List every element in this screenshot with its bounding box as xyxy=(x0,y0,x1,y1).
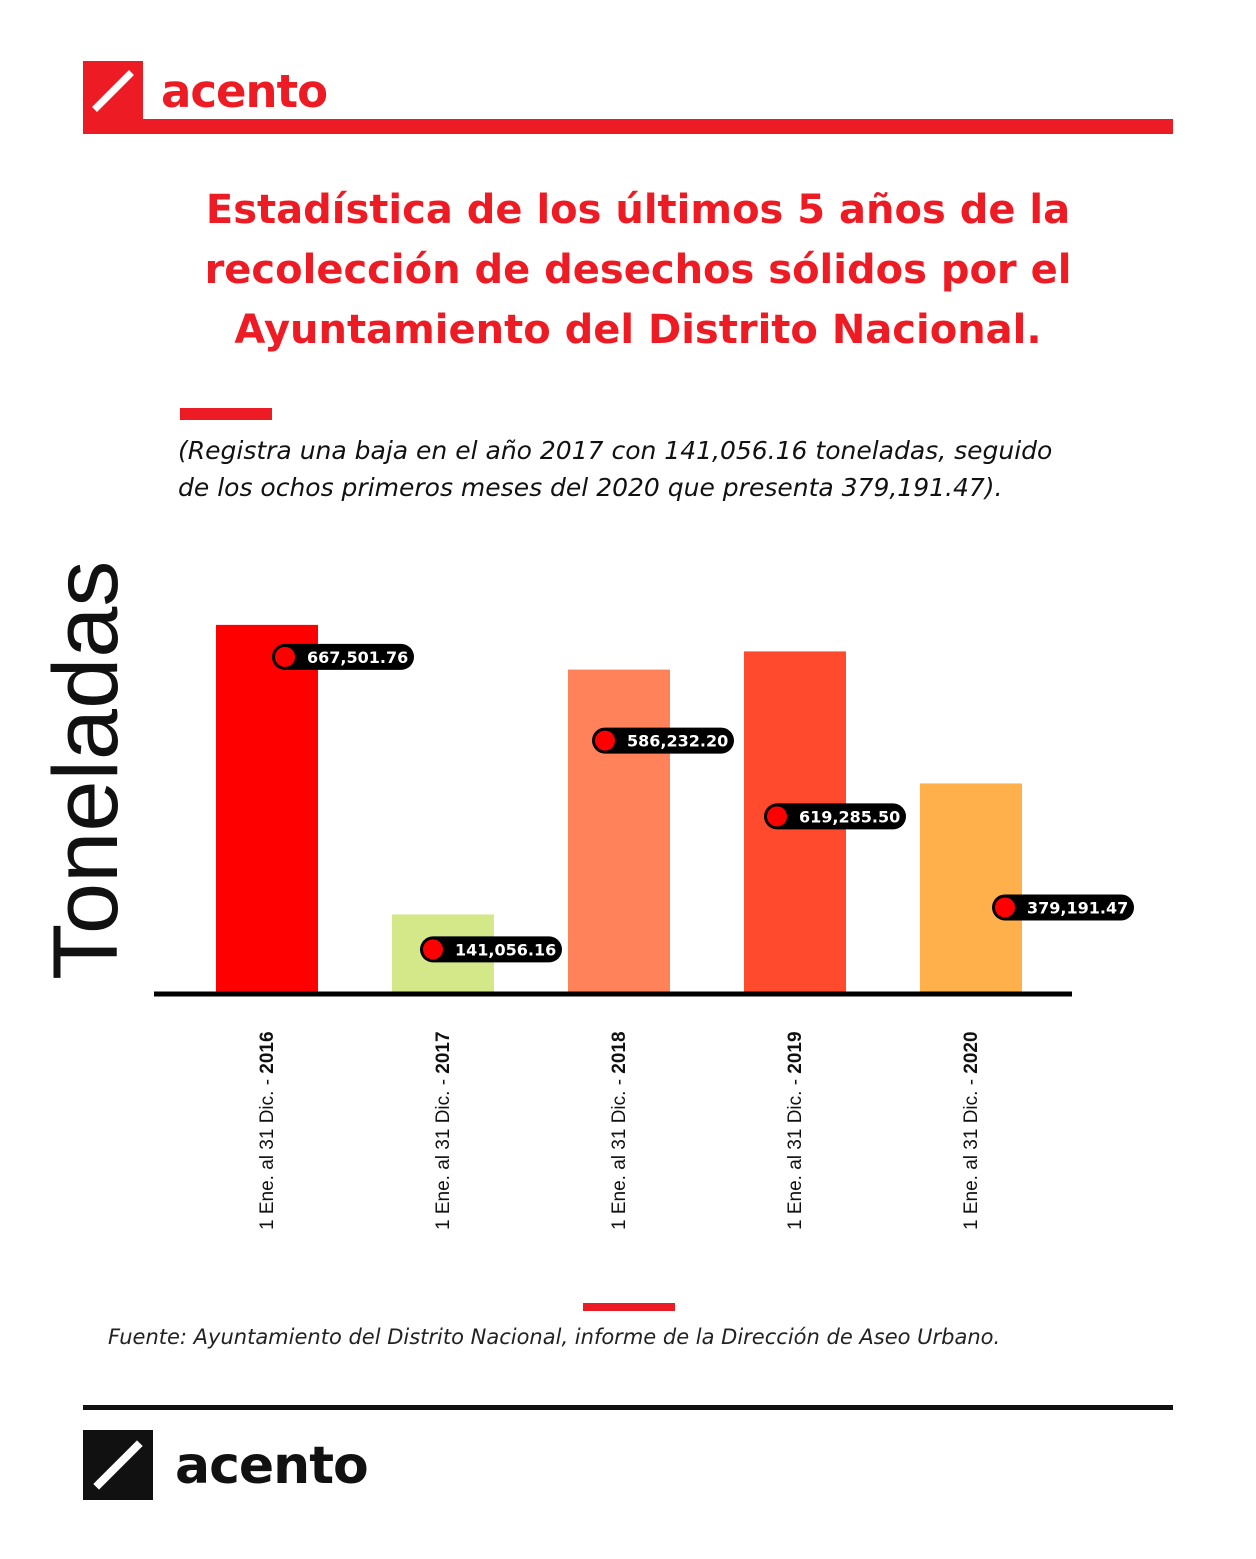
x-tick-label: 1 Ene. al 31 Dic. - 2019 xyxy=(785,1031,806,1230)
data-label-marker xyxy=(595,730,615,751)
data-label-pill xyxy=(272,643,414,670)
page-subtitle: (Registra una baja en el año 2017 con 14… xyxy=(178,436,1053,502)
accent-bar-footer xyxy=(583,1303,675,1311)
x-tick-label-year: 2018 xyxy=(609,1031,630,1073)
data-label-pill xyxy=(420,936,562,963)
slash-icon xyxy=(83,1430,153,1500)
x-tick-label-year: 2019 xyxy=(785,1031,806,1073)
bar-2020 xyxy=(920,783,1022,992)
x-tick-label: 1 Ene. al 31 Dic. - 2020 xyxy=(961,1031,982,1230)
bar-2018 xyxy=(568,669,670,992)
x-tick-label-year: 2017 xyxy=(433,1031,454,1073)
page-title: Estadística de los últimos 5 años de la … xyxy=(204,187,1072,353)
bar-chart: 667,501.76 1 Ene. al 31 Dic. - 2016 141,05… xyxy=(0,590,1256,1270)
data-label: 379,191.47 xyxy=(1027,898,1128,917)
x-tick-label: 1 Ene. al 31 Dic. - 2016 xyxy=(257,1031,278,1230)
source-note: Fuente: Ayuntamiento del Distrito Nacion… xyxy=(108,1325,1001,1349)
data-label: 141,056.16 xyxy=(455,940,556,959)
x-tick-label-prefix: 1 Ene. al 31 Dic. - xyxy=(609,1074,630,1230)
data-label: 586,232.20 xyxy=(627,732,728,751)
brand-name: acento xyxy=(161,65,328,118)
x-tick-label: 1 Ene. al 31 Dic. - 2018 xyxy=(609,1031,630,1230)
x-tick-label-prefix: 1 Ene. al 31 Dic. - xyxy=(433,1074,454,1230)
brand-name-footer: acento xyxy=(175,1436,369,1496)
x-tick-label-prefix: 1 Ene. al 31 Dic. - xyxy=(257,1074,278,1230)
accent-bar xyxy=(180,408,272,420)
x-tick-label-prefix: 1 Ene. al 31 Dic. - xyxy=(961,1074,982,1230)
data-label-pill xyxy=(592,727,734,754)
data-label-pill xyxy=(992,894,1134,921)
x-tick-label-year: 2016 xyxy=(257,1031,278,1073)
x-tick-label-prefix: 1 Ene. al 31 Dic. - xyxy=(785,1074,806,1230)
data-label: 667,501.76 xyxy=(307,648,408,667)
data-label-marker xyxy=(767,806,787,827)
header-rule xyxy=(83,119,1173,134)
data-label-marker xyxy=(995,897,1015,918)
data-label-marker xyxy=(423,939,443,960)
slash-icon xyxy=(83,61,143,121)
footer-rule xyxy=(83,1405,1173,1410)
x-tick-label-year: 2020 xyxy=(961,1031,982,1073)
y-axis-label-text: Toneladas xyxy=(35,560,137,980)
x-tick-label: 1 Ene. al 31 Dic. - 2017 xyxy=(433,1031,454,1230)
bar-chart-svg: 667,501.76 1 Ene. al 31 Dic. - 2016 141,05… xyxy=(154,624,1134,1230)
data-label-marker xyxy=(275,646,295,667)
data-label: 619,285.50 xyxy=(799,807,900,826)
data-label-pill xyxy=(764,803,906,830)
bar-2016 xyxy=(216,624,318,992)
